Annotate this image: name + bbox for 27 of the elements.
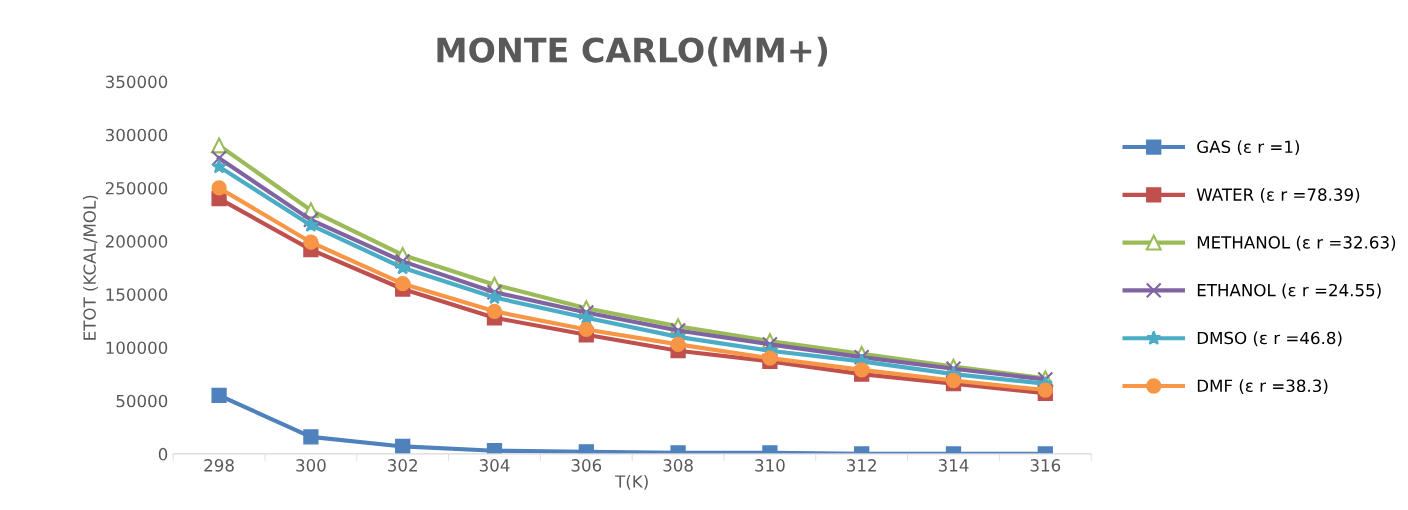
legend-label: DMF (ε r =38.3) [1197,379,1328,395]
x-tick-label: 306 [571,459,602,472]
chart-title: MONTE CARLO(MM+) [437,36,828,67]
x-tick-label: 314 [938,459,969,472]
x-tick-label: 312 [847,459,876,472]
x-tick-label: 308 [663,459,693,472]
x-tick-label: 302 [388,459,417,472]
legend-label: DMSO (ε r =46.8) [1197,331,1342,347]
x-tick-label: 300 [296,459,326,472]
y-tick-label: 300000 [105,128,168,142]
legend-label: ETHANOL (ε r =24.55) [1197,283,1381,299]
y-tick-label: 50000 [116,394,168,408]
x-tick-label: 298 [204,459,234,472]
y-tick-label: 350000 [105,75,168,89]
legend-label: GAS (ε r =1) [1197,140,1300,156]
x-tick-label: 304 [479,459,510,472]
y-tick-label: 250000 [105,181,168,195]
y-tick-label: 0 [158,447,168,461]
y-tick-label: 150000 [106,288,168,301]
x-tick-label: 310 [755,459,785,472]
legend-label: WATER (ε r =78.39) [1196,188,1360,203]
legend-label: METHANOL (ε r =32.63) [1197,235,1396,251]
y-tick-label: 100000 [106,341,168,355]
x-tick-label: 316 [1030,459,1061,472]
y-axis-title: ETOT (KCAL/MOL) [83,195,98,340]
x-axis-title: T(K) [615,474,648,490]
y-tick-label: 200000 [105,235,168,248]
